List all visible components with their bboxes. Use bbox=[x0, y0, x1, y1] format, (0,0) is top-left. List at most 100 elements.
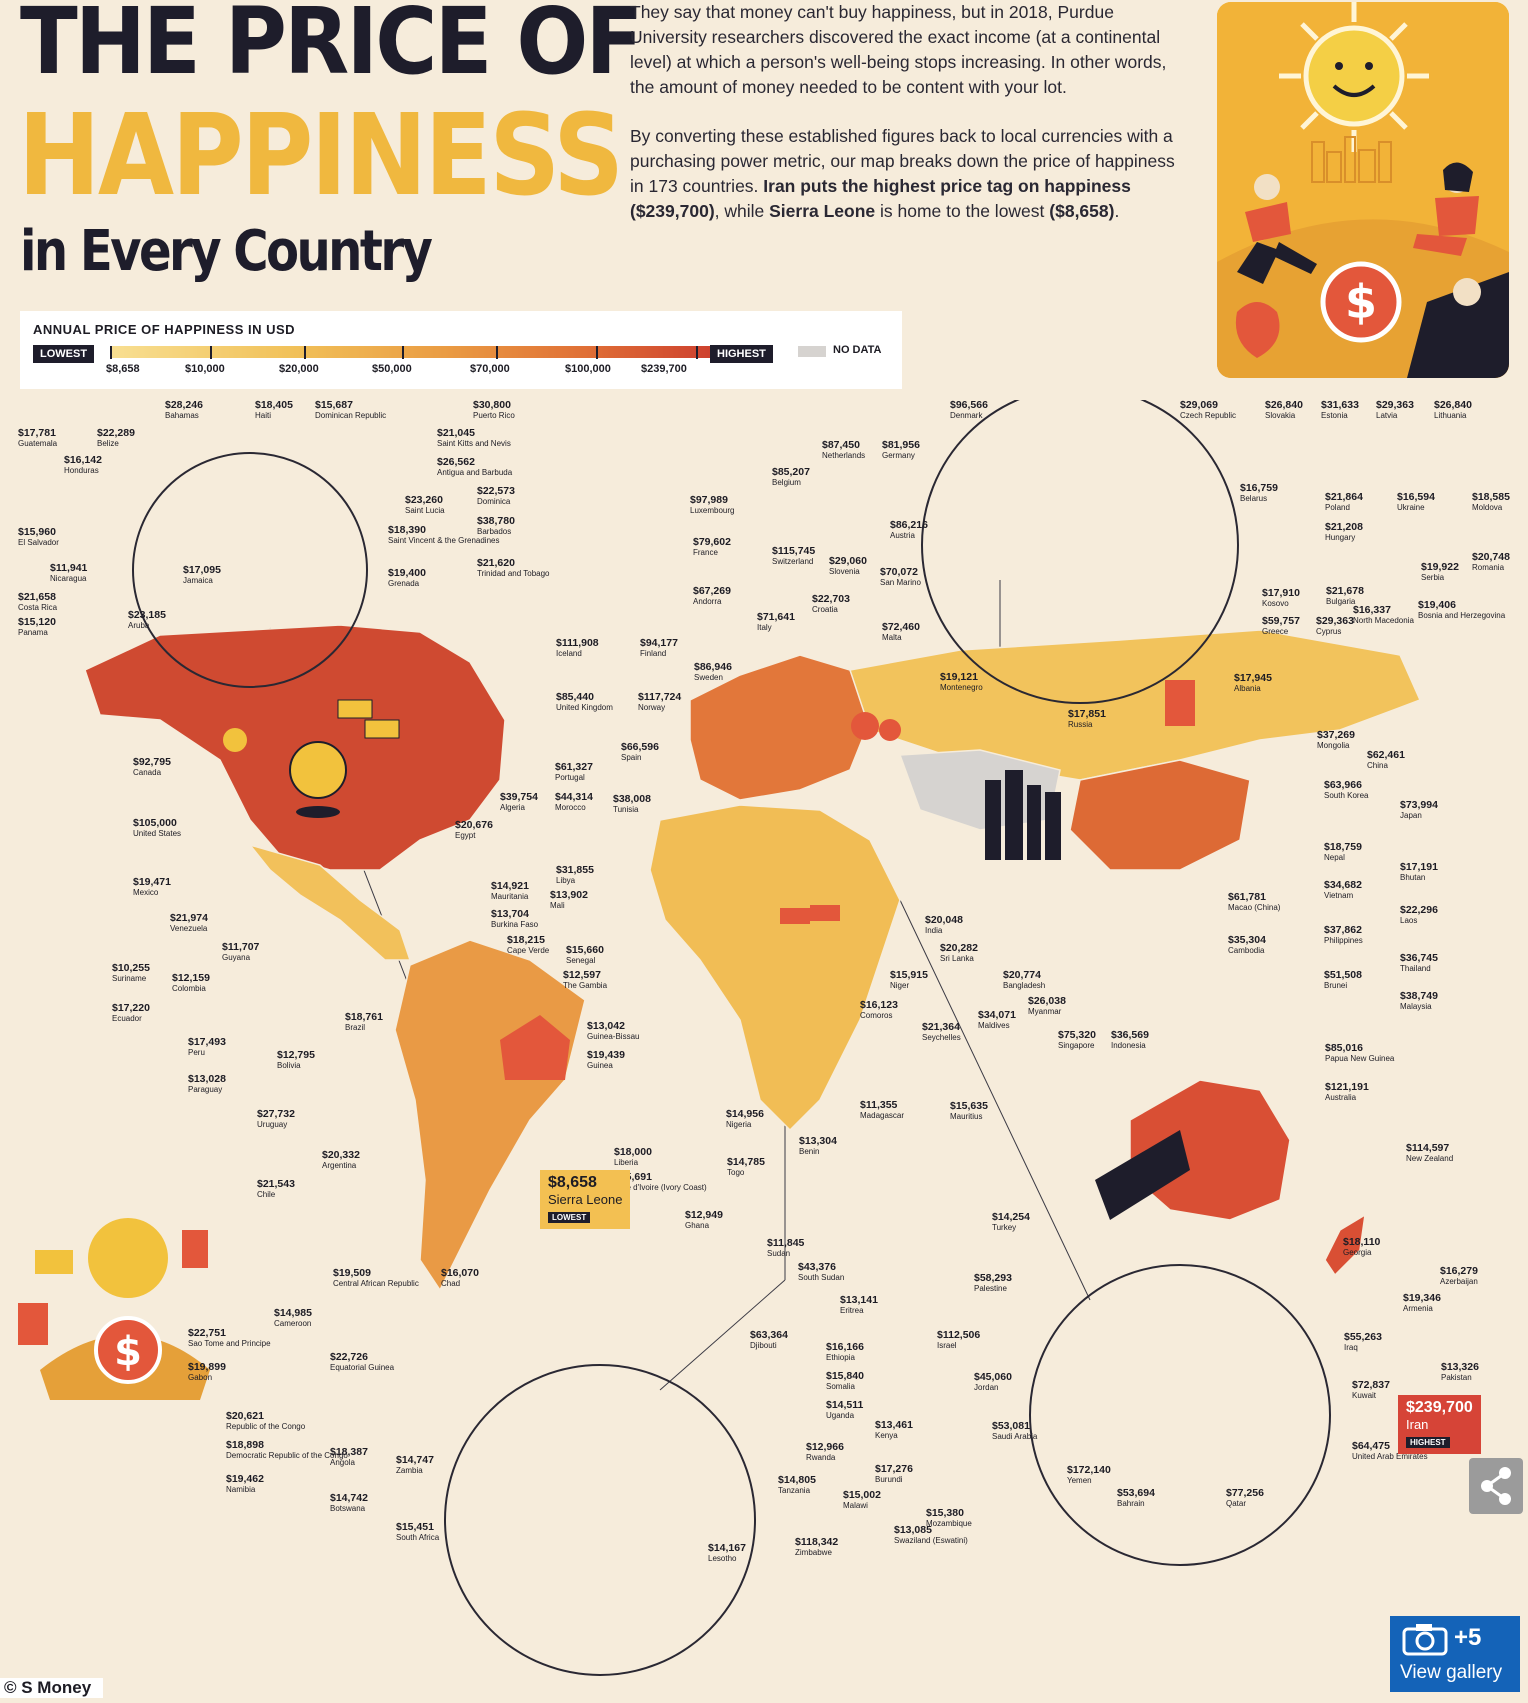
country-value: $29,069 bbox=[1180, 399, 1218, 411]
country-name: Japan bbox=[1400, 811, 1422, 820]
country-value: $85,207 bbox=[772, 466, 810, 478]
country-name: Belize bbox=[97, 439, 119, 448]
country-name: Suriname bbox=[112, 974, 147, 983]
country-name: Dominica bbox=[477, 497, 511, 506]
country-value: $64,475 bbox=[1352, 1440, 1390, 1452]
country-label: $66,596 Spain bbox=[621, 742, 659, 763]
region-south-america bbox=[394, 939, 586, 1292]
country-value: $51,508 bbox=[1324, 969, 1362, 981]
country-value: $11,941 bbox=[50, 562, 88, 574]
country-name: Brunei bbox=[1324, 981, 1348, 990]
country-value: $72,460 bbox=[882, 621, 920, 633]
country-label: $77,256 Qatar bbox=[1226, 1488, 1264, 1509]
country-label: $14,747 Zambia bbox=[396, 1455, 434, 1476]
document-icon bbox=[182, 1230, 208, 1268]
country-value: $71,641 bbox=[757, 611, 795, 623]
country-name: Bhutan bbox=[1400, 873, 1426, 882]
country-label: $15,660 Senegal bbox=[566, 945, 604, 966]
country-value: $19,121 bbox=[940, 671, 978, 683]
country-label: $21,658 Costa Rica bbox=[18, 592, 57, 613]
legend-tick-label: $239,700 bbox=[641, 363, 687, 375]
country-label: $18,000 Liberia bbox=[614, 1147, 652, 1168]
country-label: $38,780 Barbados bbox=[477, 516, 515, 537]
country-label: $13,028 Paraguay bbox=[188, 1074, 226, 1095]
country-value: $15,380 bbox=[926, 1507, 964, 1519]
country-value: $21,864 bbox=[1325, 491, 1363, 503]
country-value: $27,732 bbox=[257, 1108, 295, 1120]
highest-country: Iran bbox=[1406, 1417, 1429, 1432]
country-name: Lesotho bbox=[708, 1554, 737, 1563]
country-value: $16,070 bbox=[441, 1267, 479, 1279]
country-name: Jordan bbox=[974, 1383, 999, 1392]
country-name: Myanmar bbox=[1028, 1007, 1062, 1016]
country-value: $18,585 bbox=[1472, 491, 1510, 503]
country-value: $18,387 bbox=[330, 1446, 368, 1458]
country-label: $21,678 Bulgaria bbox=[1326, 586, 1364, 607]
country-name: Lithuania bbox=[1434, 411, 1467, 420]
country-label: $15,960 El Salvador bbox=[18, 526, 59, 548]
country-value: $37,269 bbox=[1317, 729, 1355, 741]
intro-p2-d: ($239,700) bbox=[630, 201, 715, 221]
legend-tick bbox=[402, 346, 404, 359]
country-label: $15,687 Dominican Republic bbox=[315, 400, 386, 421]
country-label: $12,949 Ghana bbox=[685, 1210, 723, 1231]
country-value: $15,960 bbox=[18, 526, 56, 538]
country-value: $18,390 bbox=[388, 524, 426, 536]
country-label: $37,269 Mongolia bbox=[1317, 729, 1355, 751]
country-label: $22,703 Croatia bbox=[812, 594, 850, 615]
country-name: Malta bbox=[882, 633, 902, 642]
country-name: Finland bbox=[640, 649, 667, 658]
country-name: Canada bbox=[133, 768, 162, 777]
legend-tick-label: $70,000 bbox=[470, 363, 510, 375]
gallery-label: View gallery bbox=[1400, 1662, 1503, 1683]
country-value: $12,795 bbox=[277, 1049, 315, 1061]
country-label: $12,966 Rwanda bbox=[806, 1442, 844, 1463]
country-value: $17,220 bbox=[112, 1002, 150, 1014]
country-label: $29,363 Cyprus bbox=[1316, 616, 1354, 637]
highest-tag: HIGHEST bbox=[1406, 1437, 1450, 1448]
country-label: $22,726 Equatorial Guinea bbox=[330, 1352, 394, 1373]
country-name: Guatemala bbox=[18, 439, 58, 448]
country-value: $85,440 bbox=[556, 691, 594, 703]
country-value: $18,110 bbox=[1343, 1236, 1381, 1248]
country-label: $10,255 Suriname bbox=[112, 963, 150, 984]
country-name: Venezuela bbox=[170, 924, 208, 933]
country-value: $17,191 bbox=[1400, 861, 1438, 873]
country-label: $21,045 Saint Kitts and Nevis bbox=[437, 428, 511, 449]
country-name: Liberia bbox=[614, 1158, 639, 1167]
lowest-tag: LOWEST bbox=[548, 1212, 591, 1223]
country-label: $17,191 Bhutan bbox=[1400, 861, 1438, 883]
country-value: $16,166 bbox=[826, 1341, 864, 1353]
share-button[interactable] bbox=[1469, 1458, 1523, 1514]
country-label: $16,142 Honduras bbox=[64, 455, 102, 476]
country-label: $30,800 Puerto Rico bbox=[473, 400, 515, 421]
country-label: $31,633 Estonia bbox=[1321, 400, 1359, 421]
country-name: Italy bbox=[757, 623, 772, 632]
country-name: Saudi Arabia bbox=[992, 1432, 1038, 1441]
country-value: $14,254 bbox=[992, 1211, 1030, 1223]
country-name: Luxembourg bbox=[690, 506, 735, 515]
country-label: $53,081 Saudi Arabia bbox=[992, 1421, 1038, 1442]
legend-tick-label: $8,658 bbox=[106, 363, 140, 375]
country-label: $15,120 Panama bbox=[18, 617, 56, 638]
country-name: Cambodia bbox=[1228, 946, 1265, 955]
country-label: $14,956 Nigeria bbox=[726, 1109, 764, 1130]
country-value: $29,060 bbox=[829, 555, 867, 567]
view-gallery-button[interactable]: +5 View gallery bbox=[1390, 1616, 1520, 1692]
country-label: $14,742 Botswana bbox=[330, 1493, 368, 1514]
legend-no-data-swatch bbox=[798, 346, 826, 357]
country-value: $21,364 bbox=[922, 1021, 960, 1033]
country-value: $18,405 bbox=[255, 399, 293, 411]
country-label: $14,805 Tanzania bbox=[778, 1475, 816, 1496]
country-name: San Marino bbox=[880, 578, 921, 587]
country-value: $19,899 bbox=[188, 1361, 226, 1373]
country-name: Pakistan bbox=[1441, 1373, 1472, 1382]
country-label: $55,263 Iraq bbox=[1344, 1332, 1382, 1353]
country-value: $87,450 bbox=[822, 439, 860, 451]
country-name: Morocco bbox=[555, 803, 586, 812]
country-label: $86,946 Sweden bbox=[694, 662, 732, 683]
country-name: Barbados bbox=[477, 527, 512, 536]
gallery-count: +5 bbox=[1454, 1624, 1482, 1651]
country-label: $81,956 Germany bbox=[882, 440, 920, 461]
country-label: $22,296 Laos bbox=[1400, 905, 1438, 926]
